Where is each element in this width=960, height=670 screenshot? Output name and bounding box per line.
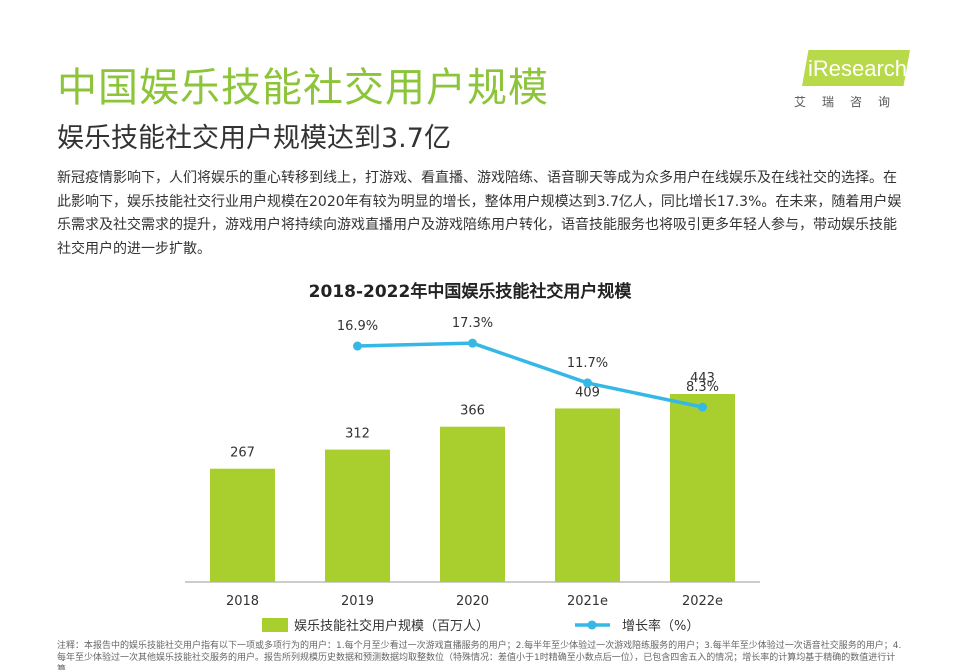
growth-rate-line [357, 341, 703, 409]
legend-line-label: 增长率（%） [622, 618, 699, 634]
legend-bar-label: 娱乐技能社交用户规模（百万人） [294, 618, 489, 634]
page-subtitle: 娱乐技能社交用户规模达到3.7亿 [57, 123, 451, 154]
growth-rate-point-2020 [468, 338, 477, 348]
iresearch-logo: iResearch 艾瑞咨询 [790, 50, 915, 110]
bar-value-label-2021e: 409 [575, 385, 600, 400]
growth-rate-label-2020: 17.3% [452, 316, 493, 331]
bar-2019 [325, 449, 390, 582]
growth-rate-point-2019 [353, 341, 362, 351]
growth-rate-label-2022e: 8.3% [686, 380, 719, 395]
page-title: 中国娱乐技能社交用户规模 [57, 65, 549, 111]
footnote: 注释：本报告中的娱乐技能社交用户指有以下一项或多项行为的用户：1.每个月至少看过… [57, 641, 902, 670]
bar-2018 [210, 468, 275, 582]
growth-rate-point-2022e [698, 402, 707, 412]
description-paragraph: 新冠疫情影响下，人们将娱乐的重心转移到线上，打游戏、看直播、游戏陪练、语音聊天等… [57, 170, 902, 257]
growth-rate-label-2021e: 11.7% [567, 356, 608, 371]
bar-2022e [670, 394, 735, 582]
logo-chinese-name: 艾瑞咨询 [794, 95, 907, 109]
growth-rate-point-2021e [583, 378, 592, 388]
bar-value-label-2018: 267 [230, 446, 255, 461]
logo-wordmark: iResearch [808, 56, 908, 81]
x-tick-label-2020: 2020 [456, 594, 489, 609]
x-tick-label-2019: 2019 [341, 594, 374, 609]
bar-value-label-2019: 312 [345, 427, 370, 442]
chart-title: 2018-2022年中国娱乐技能社交用户规模 [308, 282, 632, 302]
x-tick-label-2021e: 2021e [567, 594, 608, 609]
bar-value-label-2020: 366 [460, 404, 485, 419]
bar-2021e [555, 408, 620, 582]
legend-bar-swatch [262, 618, 288, 632]
x-tick-label-2022e: 2022e [682, 594, 723, 609]
bar-value-label-2022e: 443 [690, 371, 715, 386]
bar-2020 [440, 426, 505, 582]
logo-badge: iResearch [802, 50, 910, 86]
x-tick-label-2018: 2018 [226, 594, 259, 609]
growth-rate-label-2019: 16.9% [337, 319, 378, 334]
legend-line-marker [587, 620, 597, 630]
